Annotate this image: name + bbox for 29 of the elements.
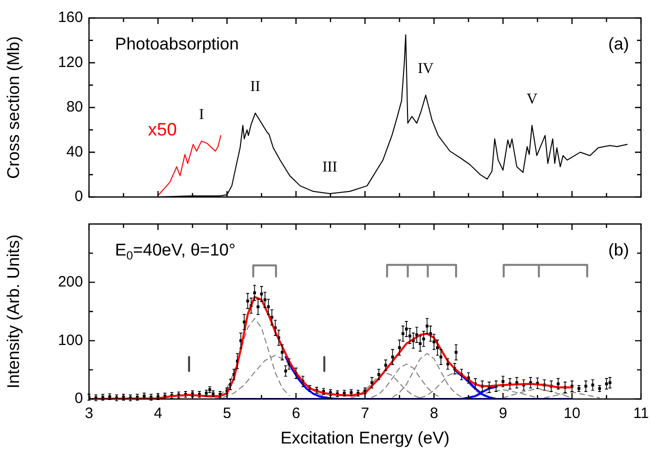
y-tick-label: 160 — [58, 9, 83, 26]
annotation: I — [198, 107, 204, 123]
x-tick-label: 10 — [564, 405, 580, 422]
y-tick-label: 200 — [58, 273, 83, 290]
y-axis-title: Intensity (Arb. Units) — [4, 234, 23, 388]
x-tick-label: 8 — [430, 405, 438, 422]
y-tick-label: 0 — [74, 390, 83, 408]
x-tick-label: 5 — [222, 405, 232, 422]
y-tick-label: 80 — [66, 98, 83, 116]
annotation: Photoabsorption — [115, 34, 239, 54]
x-tick-label: 4 — [154, 405, 162, 422]
annotation: (a) — [608, 34, 630, 54]
y-tick-label: 0 — [74, 188, 83, 206]
annotation: V — [526, 91, 538, 108]
x-tick-label: 3 — [84, 405, 94, 422]
y-tick-label: 40 — [66, 143, 83, 160]
annotation: (b) — [608, 240, 630, 260]
series-label: x50 — [148, 119, 177, 140]
x-tick-label: 6 — [292, 405, 300, 422]
x-tick-label: 11 — [633, 405, 649, 422]
x-tick-label: 7 — [360, 405, 370, 422]
x-axis-title: Excitation Energy (eV) — [280, 428, 450, 448]
y-tick-label: 100 — [58, 332, 83, 349]
annotation: III — [322, 160, 338, 176]
annotation: II — [250, 79, 260, 96]
annotation: IV — [418, 61, 434, 78]
x-tick-label: 9 — [498, 405, 508, 422]
y-tick-label: 120 — [58, 54, 83, 71]
y-axis-title: Cross section (Mb) — [4, 36, 23, 179]
